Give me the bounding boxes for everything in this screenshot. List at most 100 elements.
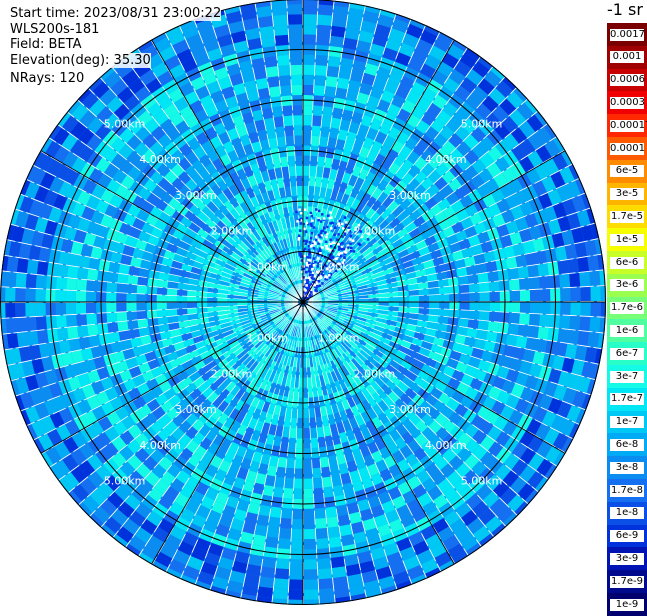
range-gate <box>371 392 383 404</box>
range-gate <box>347 360 357 372</box>
range-gate <box>318 0 334 6</box>
range-gate <box>154 219 168 231</box>
range-gate <box>178 240 191 251</box>
range-gate <box>574 242 588 258</box>
plume-point <box>326 247 330 251</box>
range-gate <box>45 140 61 159</box>
ray-gap <box>305 47 468 299</box>
range-gate <box>283 323 291 333</box>
range-gate <box>125 543 141 557</box>
range-gate <box>280 321 289 331</box>
plume-point <box>321 229 324 232</box>
range-gate <box>569 316 581 330</box>
range-gate <box>427 350 440 362</box>
range-gate <box>170 525 187 541</box>
range-gate <box>178 157 192 171</box>
plume-point <box>324 277 328 281</box>
plume-point <box>358 243 362 246</box>
range-gate <box>95 391 110 406</box>
range-gate <box>572 391 587 408</box>
plume-point <box>343 255 346 259</box>
range-gate <box>126 311 138 321</box>
range-gate <box>176 370 189 382</box>
range-gate <box>205 360 218 371</box>
plume-point <box>302 296 306 300</box>
range-gate <box>406 349 419 359</box>
range-gate <box>18 346 32 362</box>
range-gate <box>350 69 364 83</box>
range-gate <box>374 215 385 227</box>
range-gate <box>190 266 202 275</box>
range-gate <box>140 259 152 270</box>
range-gate <box>296 336 300 348</box>
plume-point <box>319 276 323 279</box>
colorbar-title: -1 sr <box>607 0 643 19</box>
range-gate <box>308 186 315 197</box>
range-gate <box>97 173 112 189</box>
range-gate <box>234 551 250 564</box>
range-gate <box>112 420 128 436</box>
plume-point <box>303 227 306 231</box>
range-gate <box>191 159 205 173</box>
range-gate <box>476 484 493 501</box>
range-gate <box>283 176 291 188</box>
colorbar-cell: 3e-6 <box>607 273 647 298</box>
range-gate <box>219 318 230 325</box>
range-gate <box>270 178 279 190</box>
range-gate <box>252 363 262 374</box>
range-gate <box>347 348 357 359</box>
range-gate <box>399 198 412 211</box>
range-gate <box>539 276 551 289</box>
colorbar-cell: 0.0003 <box>607 91 647 115</box>
range-gate <box>197 381 210 394</box>
range-gate <box>264 180 273 192</box>
range-gate <box>557 328 570 343</box>
range-gate <box>85 291 97 302</box>
range-gate <box>321 466 331 478</box>
range-gate <box>267 76 280 88</box>
range-gate <box>365 208 376 220</box>
range-gate <box>465 493 483 510</box>
range-gate <box>78 128 95 145</box>
range-gate <box>252 350 262 361</box>
range-gate <box>407 57 424 73</box>
range-gate <box>399 254 412 264</box>
range-gate <box>358 260 369 269</box>
range-gate <box>264 380 273 392</box>
range-gate <box>314 186 321 198</box>
range-gate <box>359 264 371 272</box>
plume-point <box>323 263 327 267</box>
range-gate <box>407 313 419 320</box>
range-gate <box>579 316 591 331</box>
range-gate <box>303 438 311 449</box>
range-gate <box>361 570 378 584</box>
range-gate <box>310 437 319 449</box>
range-gate <box>337 305 349 309</box>
range-gate <box>360 114 373 128</box>
range-gate <box>172 414 186 427</box>
range-gate <box>199 437 213 451</box>
range-gate <box>336 288 347 293</box>
range-gate <box>44 398 59 415</box>
range-gate <box>179 19 196 30</box>
range-gate <box>265 359 274 370</box>
range-gate <box>246 405 256 418</box>
range-gate <box>274 316 284 325</box>
range-gate <box>474 369 487 382</box>
range-gate <box>428 420 442 434</box>
range-gate <box>218 556 234 571</box>
range-gate <box>283 487 294 499</box>
range-gate <box>368 305 379 310</box>
range-gate <box>344 337 354 346</box>
plume-point <box>344 251 347 254</box>
range-gate <box>6 333 19 349</box>
range-gate <box>366 127 379 141</box>
range-gate <box>505 394 520 409</box>
range-gate <box>3 349 12 365</box>
range-gate <box>369 43 385 57</box>
range-gate <box>547 189 562 206</box>
range-gate <box>487 146 503 162</box>
range-gate <box>367 308 379 314</box>
range-gate <box>284 334 291 345</box>
ray-gap <box>239 5 303 298</box>
